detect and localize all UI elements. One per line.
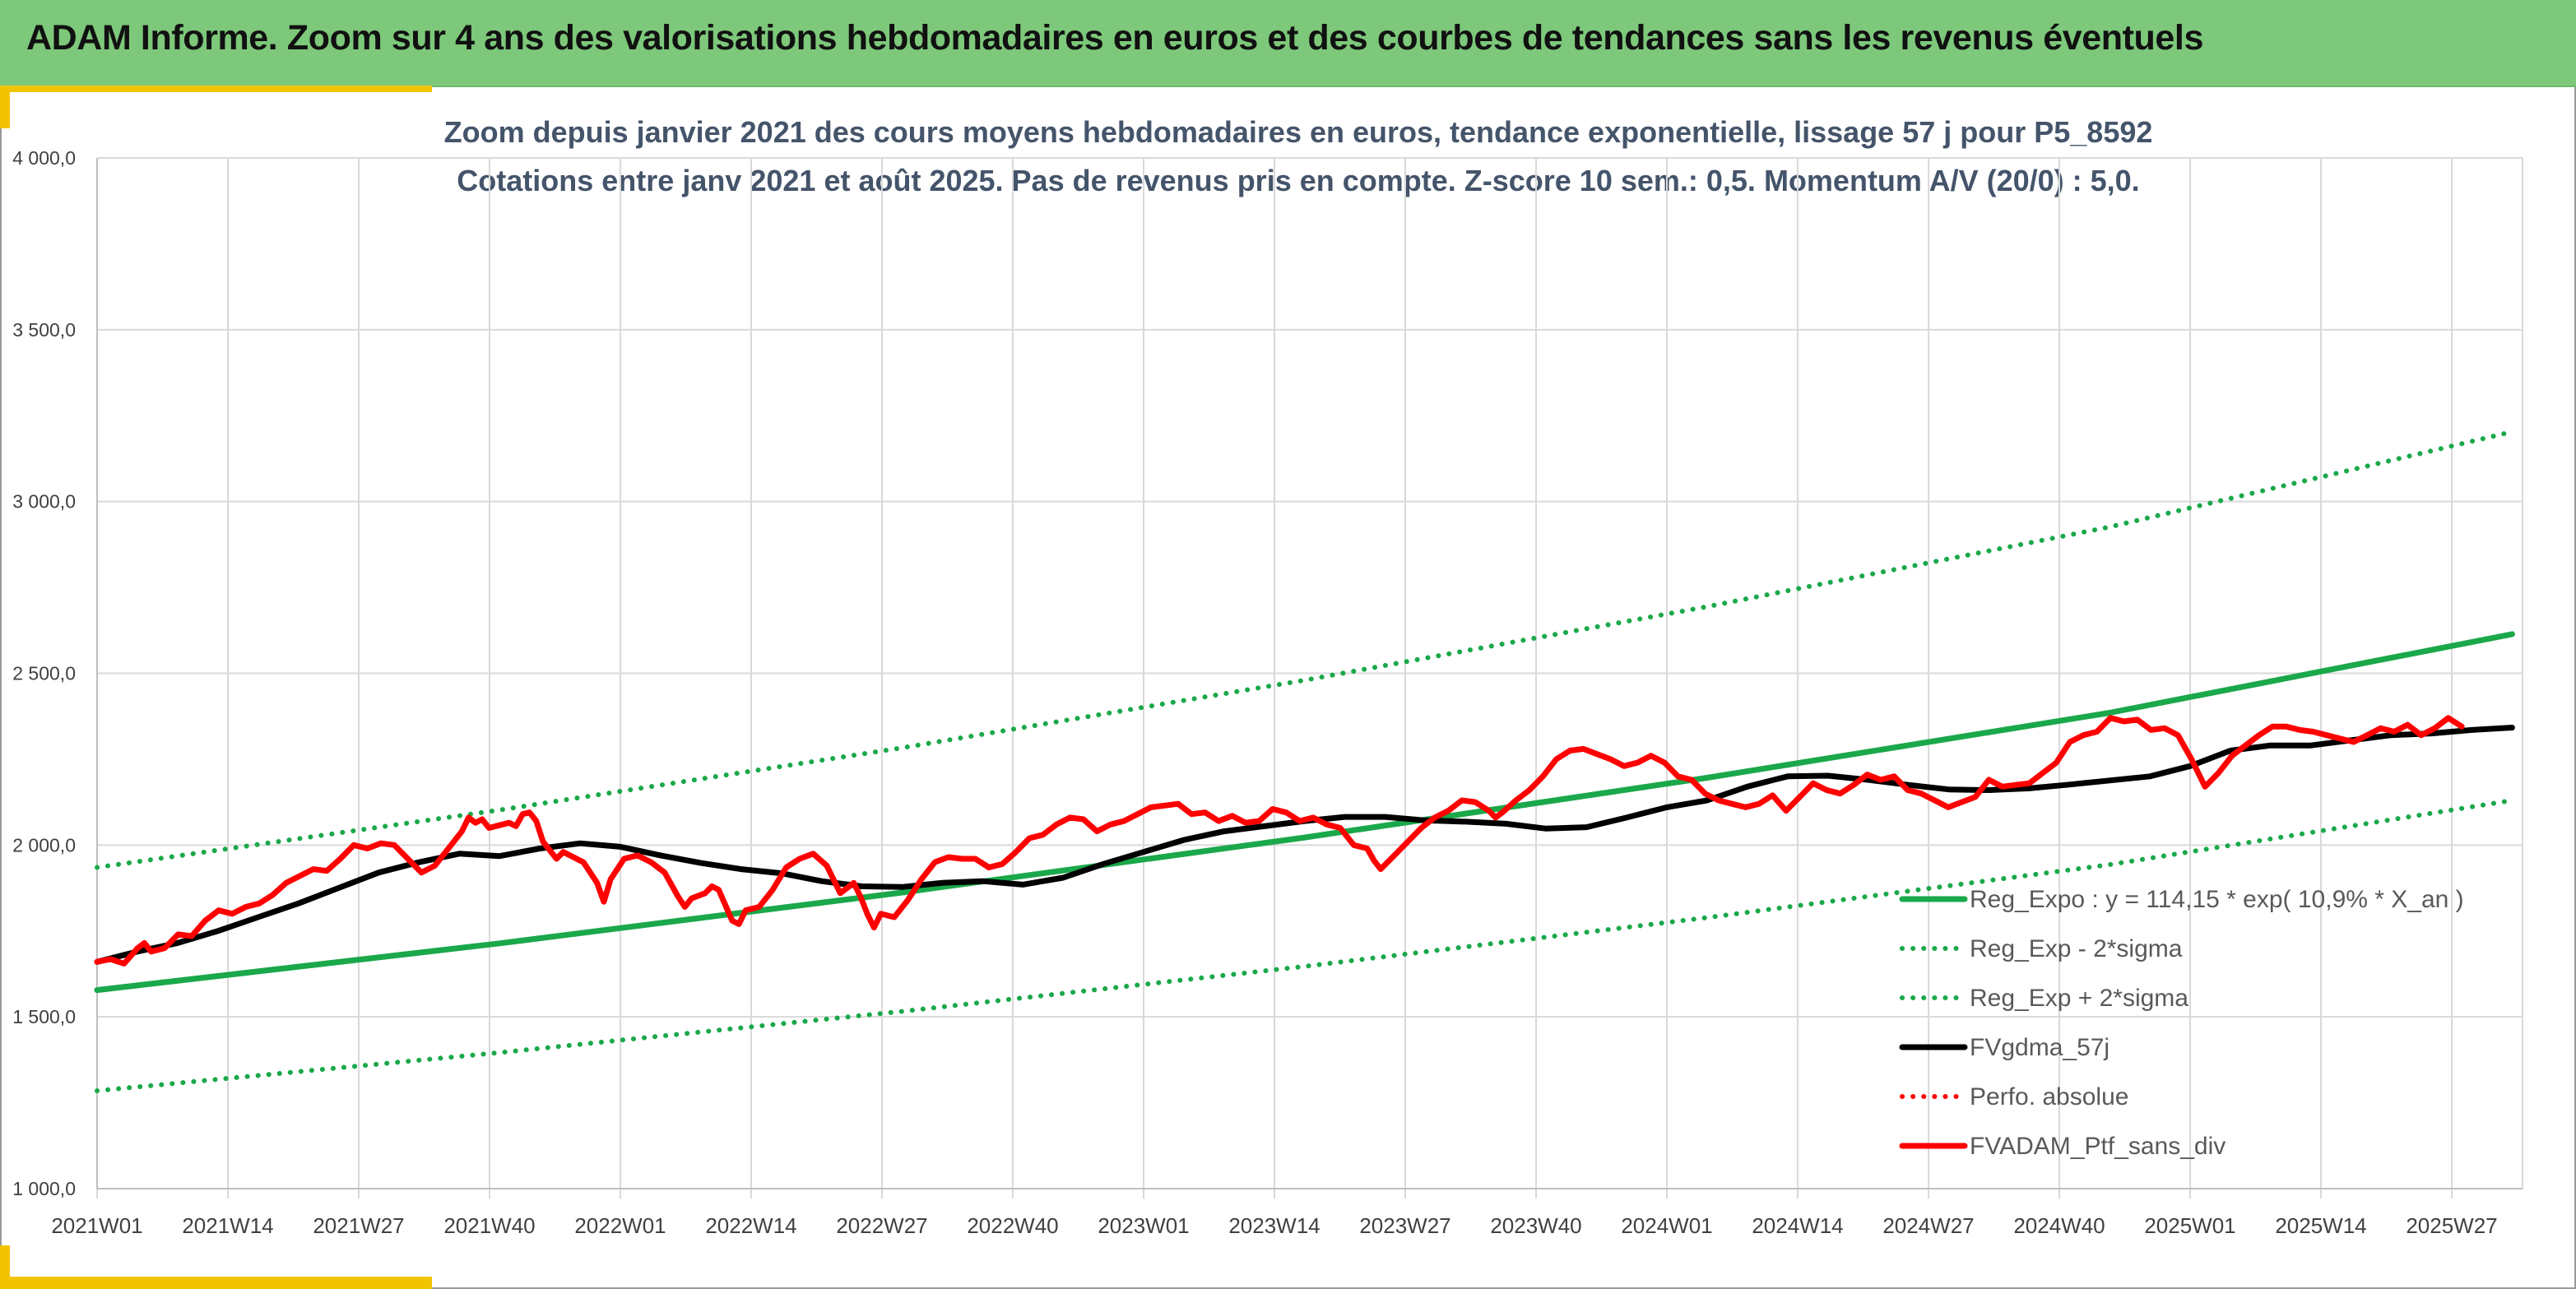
series-reg-exp-2-sigma xyxy=(95,798,2515,1093)
legend-label: FVgdma_57j xyxy=(1970,1034,2110,1061)
x-tick-label: 2025W14 xyxy=(2275,1213,2366,1238)
x-tick-label: 2023W01 xyxy=(1098,1213,1189,1238)
x-tick-label: 2023W27 xyxy=(1359,1213,1450,1238)
x-tick-label: 2023W40 xyxy=(1490,1213,1581,1238)
y-tick-label: 4 000,0 xyxy=(12,147,76,169)
legend-label: FVADAM_Ptf_sans_div xyxy=(1970,1133,2226,1160)
x-tick-label: 2021W01 xyxy=(51,1213,142,1238)
x-tick-label: 2024W27 xyxy=(1882,1213,1974,1238)
legend-label: Perfo. absolue xyxy=(1970,1083,2128,1110)
legend-label: Reg_Exp + 2*sigma xyxy=(1970,985,2188,1012)
y-tick-label: 1 000,0 xyxy=(12,1178,76,1199)
accent-stripe-left-top xyxy=(0,86,10,128)
series-reg-expo-y-114-15-exp-10-9-x-an xyxy=(94,631,2515,994)
x-tick-label: 2024W40 xyxy=(2013,1213,2105,1238)
y-tick-label: 3 500,0 xyxy=(12,319,76,341)
y-tick-label: 2 500,0 xyxy=(12,663,76,684)
y-tick-label: 3 000,0 xyxy=(12,491,76,512)
chart-subtitle-line-1: Zoom depuis janvier 2021 des cours moyen… xyxy=(444,115,2153,149)
legend-label: Reg_Expo : y = 114,15 * exp( 10,9% * X_a… xyxy=(1970,886,2464,913)
x-tick-label: 2021W27 xyxy=(313,1213,404,1238)
series-reg-exp-2-sigma xyxy=(95,429,2515,870)
x-tick-label: 2024W01 xyxy=(1621,1213,1712,1238)
accent-stripe-bottom xyxy=(0,1277,432,1289)
y-tick-label: 1 500,0 xyxy=(12,1006,76,1027)
page-title: ADAM Informe. Zoom sur 4 ans des valoris… xyxy=(26,18,2203,58)
x-tick-label: 2025W27 xyxy=(2406,1213,2497,1238)
x-tick-label: 2021W14 xyxy=(182,1213,273,1238)
accent-stripe-left-bottom xyxy=(0,1245,10,1289)
x-tick-label: 2023W14 xyxy=(1228,1213,1320,1238)
accent-stripe-top xyxy=(0,86,432,92)
series-layer xyxy=(94,429,2515,1093)
legend-label: Reg_Exp - 2*sigma xyxy=(1970,935,2183,962)
series-fvadam-ptf-sans-div xyxy=(94,715,2465,967)
y-tick-label: 2 000,0 xyxy=(12,834,76,855)
x-tick-label: 2025W01 xyxy=(2144,1213,2235,1238)
chart-subtitle-line-2: Cotations entre janv 2021 et août 2025. … xyxy=(457,164,2139,197)
legend: Reg_Expo : y = 114,15 * exp( 10,9% * X_a… xyxy=(1899,886,2464,1160)
header-bar: ADAM Informe. Zoom sur 4 ans des valoris… xyxy=(0,0,2576,87)
x-tick-label: 2022W01 xyxy=(574,1213,666,1238)
x-tick-label: 2022W14 xyxy=(705,1213,796,1238)
x-tick-label: 2021W40 xyxy=(443,1213,535,1238)
axes: 1 000,0 1 500,0 2 000,0 2 500,0 3 000,0 3 500… xyxy=(12,147,2523,1238)
x-tick-label: 2024W14 xyxy=(1752,1213,1843,1238)
x-tick-label: 2022W40 xyxy=(967,1213,1058,1238)
x-tick-label: 2022W27 xyxy=(836,1213,927,1238)
